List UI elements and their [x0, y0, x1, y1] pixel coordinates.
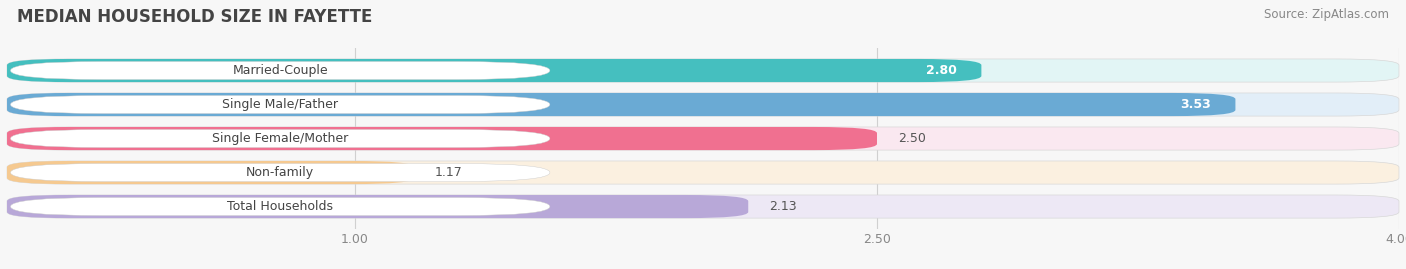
- Text: 3.53: 3.53: [1180, 98, 1211, 111]
- FancyBboxPatch shape: [10, 62, 550, 80]
- FancyBboxPatch shape: [10, 129, 550, 148]
- Text: 2.50: 2.50: [898, 132, 925, 145]
- FancyBboxPatch shape: [7, 127, 1399, 150]
- Text: Source: ZipAtlas.com: Source: ZipAtlas.com: [1264, 8, 1389, 21]
- Text: MEDIAN HOUSEHOLD SIZE IN FAYETTE: MEDIAN HOUSEHOLD SIZE IN FAYETTE: [17, 8, 373, 26]
- Text: 1.17: 1.17: [434, 166, 463, 179]
- FancyBboxPatch shape: [10, 164, 550, 182]
- Text: 2.80: 2.80: [927, 64, 957, 77]
- Text: 2.13: 2.13: [769, 200, 797, 213]
- Text: Single Female/Mother: Single Female/Mother: [212, 132, 349, 145]
- Text: Total Households: Total Households: [228, 200, 333, 213]
- FancyBboxPatch shape: [7, 195, 1399, 218]
- FancyBboxPatch shape: [7, 59, 1399, 82]
- FancyBboxPatch shape: [7, 161, 415, 184]
- FancyBboxPatch shape: [7, 93, 1399, 116]
- FancyBboxPatch shape: [7, 93, 1236, 116]
- FancyBboxPatch shape: [7, 59, 981, 82]
- Text: Married-Couple: Married-Couple: [232, 64, 328, 77]
- FancyBboxPatch shape: [10, 95, 550, 114]
- FancyBboxPatch shape: [10, 197, 550, 215]
- FancyBboxPatch shape: [7, 195, 748, 218]
- FancyBboxPatch shape: [7, 161, 1399, 184]
- Text: Single Male/Father: Single Male/Father: [222, 98, 339, 111]
- Text: Non-family: Non-family: [246, 166, 315, 179]
- FancyBboxPatch shape: [7, 127, 877, 150]
